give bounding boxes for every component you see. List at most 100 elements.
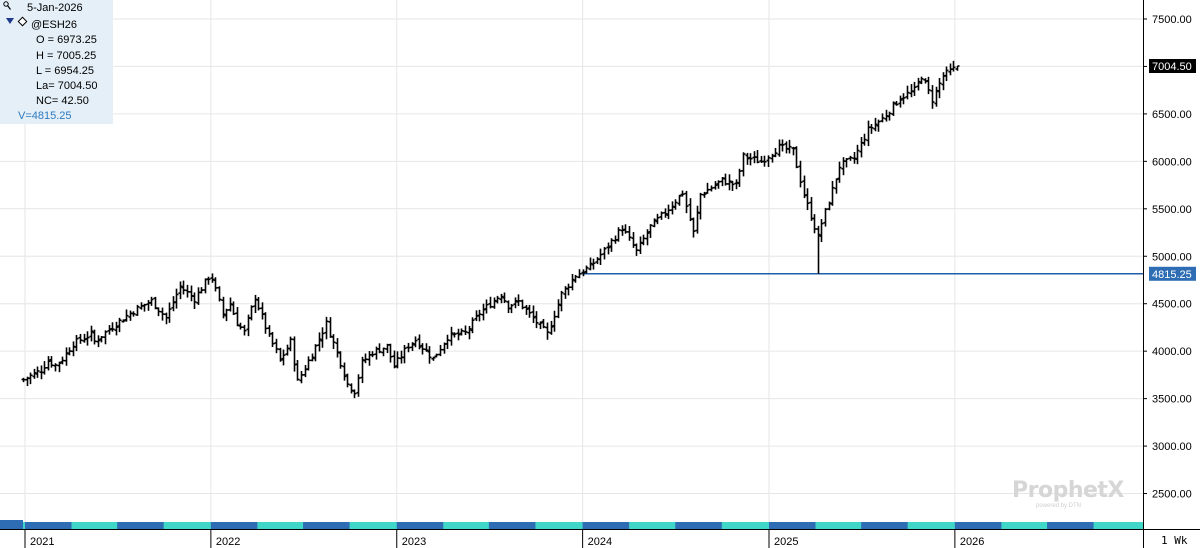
ohlc-bar <box>602 247 607 260</box>
ohlc-bar <box>663 208 668 218</box>
ohlc-bar <box>217 286 222 302</box>
ohlc-bar <box>484 299 489 314</box>
period-strip-segment <box>954 522 1002 529</box>
ohlc-bar <box>848 155 853 161</box>
ohlc-bar <box>99 336 104 343</box>
ohlc-bar <box>492 297 497 309</box>
ohlc-bar <box>167 302 172 323</box>
ohlc-bar <box>381 347 386 357</box>
ohlc-bar <box>506 300 511 314</box>
ohlc-bar <box>737 168 742 187</box>
period-strip-segment <box>0 520 23 529</box>
ohlc-bar <box>71 341 76 357</box>
ohlc-bar <box>249 305 254 321</box>
ohlc-bar <box>92 329 97 345</box>
interval-label[interactable]: 1 Wk <box>1161 534 1188 547</box>
period-strip-segment <box>117 522 164 529</box>
period-strip-segment <box>861 522 908 529</box>
ohlc-bar <box>559 290 564 312</box>
ohlc-bar <box>281 349 286 366</box>
open-value: O = 6973.25 <box>36 34 97 46</box>
ohlc-bar <box>377 343 382 354</box>
ohlc-bar <box>805 188 810 211</box>
ohlc-bar <box>160 307 165 321</box>
ohlc-bar <box>513 297 518 309</box>
ohlc-bar <box>324 316 329 340</box>
ohlc-bar <box>413 336 418 348</box>
collapse-triangle-icon[interactable] <box>6 18 14 24</box>
ohlc-bar <box>431 356 436 361</box>
ohlc-bar <box>937 77 942 99</box>
ohlc-bar <box>852 151 857 164</box>
net-change-value: NC= 42.50 <box>36 95 89 107</box>
ohlc-bar <box>627 226 632 241</box>
ohlc-bar <box>734 179 739 190</box>
ohlc-bar <box>745 152 750 165</box>
ohlc-bar <box>876 119 881 132</box>
magnifier-icon[interactable] <box>3 1 11 11</box>
ohlc-bar <box>780 139 785 152</box>
ohlc-bar <box>21 377 26 383</box>
ohlc-bar <box>192 292 197 310</box>
ohlc-bar <box>873 117 878 132</box>
ohlc-bar <box>516 294 521 307</box>
ohlc-bar <box>502 292 507 304</box>
ohlc-bar <box>32 368 37 379</box>
ohlc-bar <box>189 285 194 302</box>
quote-info-panel: 5-Jan-2026 @ESH26 O = 6973.25 H = 7005.2… <box>0 0 113 124</box>
ohlc-bar <box>723 173 728 186</box>
ohlc-bar <box>591 258 596 270</box>
ohlc-bar <box>570 273 575 291</box>
ohlc-bar <box>659 211 664 220</box>
ohlc-bar <box>335 338 340 358</box>
ohlc-bar <box>666 204 671 220</box>
ohlc-bar <box>388 343 393 363</box>
ohlc-bar <box>128 310 133 321</box>
ohlc-bar <box>352 389 357 399</box>
x-tick-label: 2022 <box>216 536 240 548</box>
ohlc-bar <box>146 300 151 311</box>
ohlc-bar <box>794 146 799 169</box>
ohlc-bar <box>424 343 429 352</box>
ohlc-bar <box>841 157 846 176</box>
y-tick-label: 2500.00 <box>1152 489 1192 501</box>
ohlc-bar <box>773 147 778 158</box>
ohlc-bar <box>131 311 136 317</box>
ohlc-bar <box>926 76 931 95</box>
ohlc-bar <box>588 257 593 271</box>
ohlc-bar <box>620 225 625 236</box>
ohlc-bar <box>210 273 215 283</box>
ohlc-bar <box>598 248 603 266</box>
ohlc-bar <box>89 325 94 342</box>
period-strip-segment <box>582 522 630 529</box>
ohlc-bar <box>869 123 874 134</box>
ohlc-bar <box>224 308 229 322</box>
ohlc-bar <box>338 351 343 369</box>
ohlc-bar <box>727 174 732 191</box>
ohlc-bar <box>392 350 397 369</box>
ohlc-bar <box>135 304 140 316</box>
ohlc-bar <box>103 330 108 345</box>
x-tick-label: 2025 <box>774 536 798 548</box>
ohlc-bar <box>263 312 268 334</box>
ohlc-bar <box>691 217 696 238</box>
ohlc-bar <box>709 185 714 192</box>
ohlc-bar <box>35 366 40 378</box>
ohlc-bar <box>288 336 293 352</box>
ohlc-bar <box>107 325 112 335</box>
ohlc-bar <box>463 325 468 336</box>
ohlc-bar <box>406 342 411 353</box>
ohlc-bar <box>203 278 208 294</box>
ohlc-bar <box>417 334 422 350</box>
ohlc-bar <box>930 85 935 109</box>
ohlc-bar <box>299 370 304 384</box>
ohlc-bar <box>595 257 600 265</box>
ohlc-bar <box>402 344 407 364</box>
ohlc-bar <box>449 326 454 346</box>
ohlc-bar <box>702 191 707 198</box>
ohlc-bar <box>342 362 347 381</box>
ohlc-bar <box>206 276 211 285</box>
ohlc-bar <box>688 198 693 222</box>
